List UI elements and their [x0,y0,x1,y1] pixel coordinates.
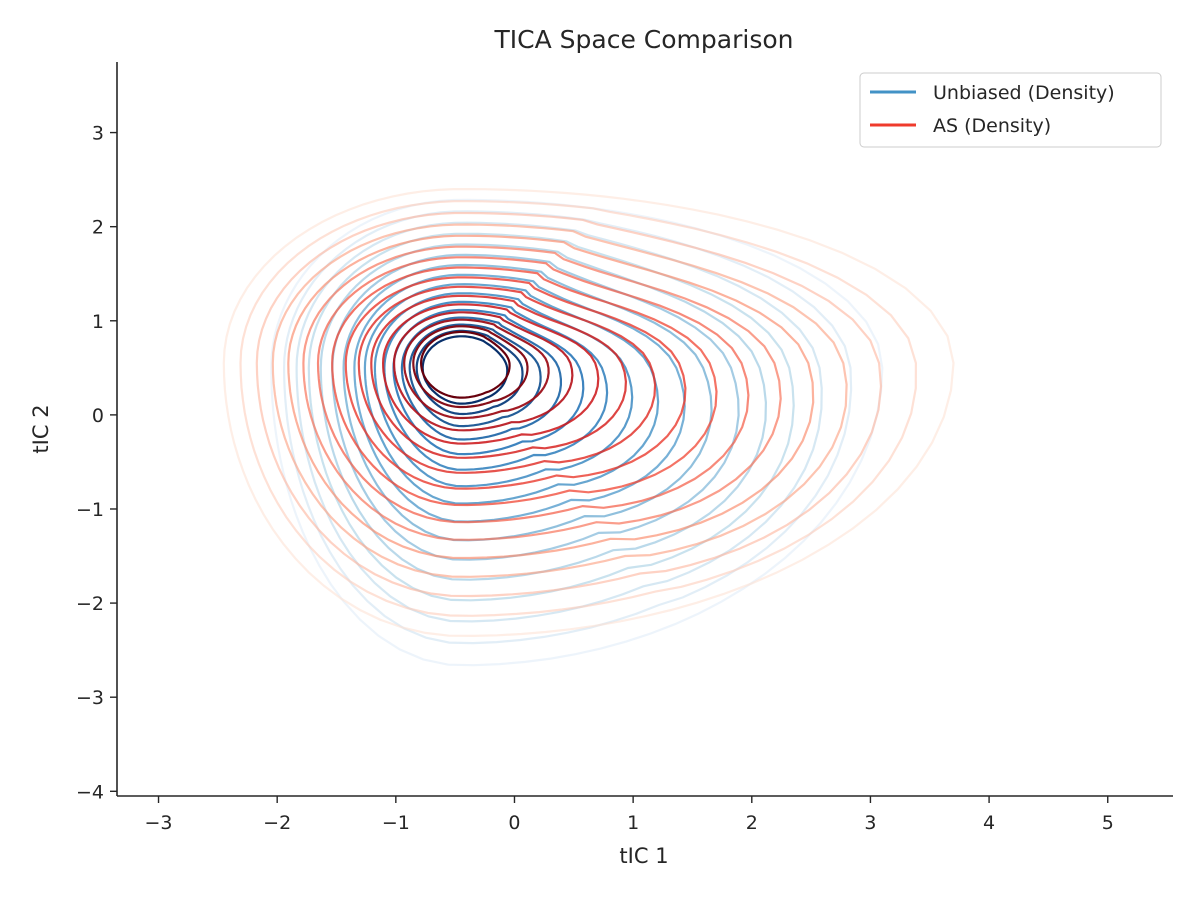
x-tick-label: 2 [746,812,758,834]
as-contour-line [255,211,883,598]
unbiased-contour-line [342,263,713,542]
x-tick-label: 5 [1102,812,1114,834]
contour-lines [222,188,955,667]
as-contour-line [357,285,657,474]
as-contour-line [239,200,918,617]
x-tick-label: 4 [983,812,995,834]
y-tick-label: 0 [92,405,104,427]
x-tick-label: 3 [864,812,876,834]
x-tick-label: 1 [627,812,639,834]
y-tick-label: 2 [92,217,104,239]
x-ticks: −3 −2 −1 0 1 2 3 4 5 [145,796,1114,834]
legend-box [859,72,1162,148]
unbiased-contour-line [400,316,562,441]
unbiased-contour-line [307,232,795,602]
unbiased-contour-line [408,323,542,428]
y-tick-label: 3 [92,123,104,145]
unbiased-contour-line [363,283,660,505]
x-axis-label: tIC 1 [619,844,668,868]
as-contour-line [271,223,848,578]
as-contour-line [344,276,687,490]
unbiased-contour-line [373,292,634,488]
x-tick-label: 0 [508,812,520,834]
as-contour-line [316,256,750,524]
legend-label-as: AS (Density) [933,115,1051,137]
y-tick-label: −2 [76,593,104,615]
y-ticks: −4 −3 −2 −1 0 1 2 3 [76,123,117,803]
unbiased-contour-line [353,273,686,523]
x-tick-label: −1 [382,812,410,834]
as-contour-line [419,330,511,399]
unbiased-contour-line [383,300,609,471]
y-axis-label: tIC 2 [29,404,53,453]
as-contour-line [331,266,718,507]
as-contour-line [370,294,628,459]
as-contour-line [302,245,782,541]
y-tick-label: 1 [92,311,104,333]
chart-title: TICA Space Comparison [494,25,794,54]
unbiased-contour-line [319,243,768,581]
y-tick-label: −4 [76,781,104,803]
as-contour-line [287,234,815,560]
x-tick-label: −2 [263,812,291,834]
as-contour-line [403,318,550,420]
y-tick-label: −1 [76,499,104,521]
as-contour-line [412,325,529,409]
unbiased-contour-line [415,329,524,416]
axes: −3 −2 −1 0 1 2 3 4 5 −4 −3 −2 −1 0 1 2 3 [76,62,1173,834]
unbiased-contour-line [421,335,509,405]
as-contour-line [381,303,600,445]
legend-label-unbiased: Unbiased (Density) [933,82,1115,104]
as-contour-line [392,311,574,432]
legend: Unbiased (Density) AS (Density) [859,72,1162,148]
x-tick-label: −3 [145,812,173,834]
as-contour-line [222,188,955,638]
y-tick-label: −3 [76,687,104,709]
